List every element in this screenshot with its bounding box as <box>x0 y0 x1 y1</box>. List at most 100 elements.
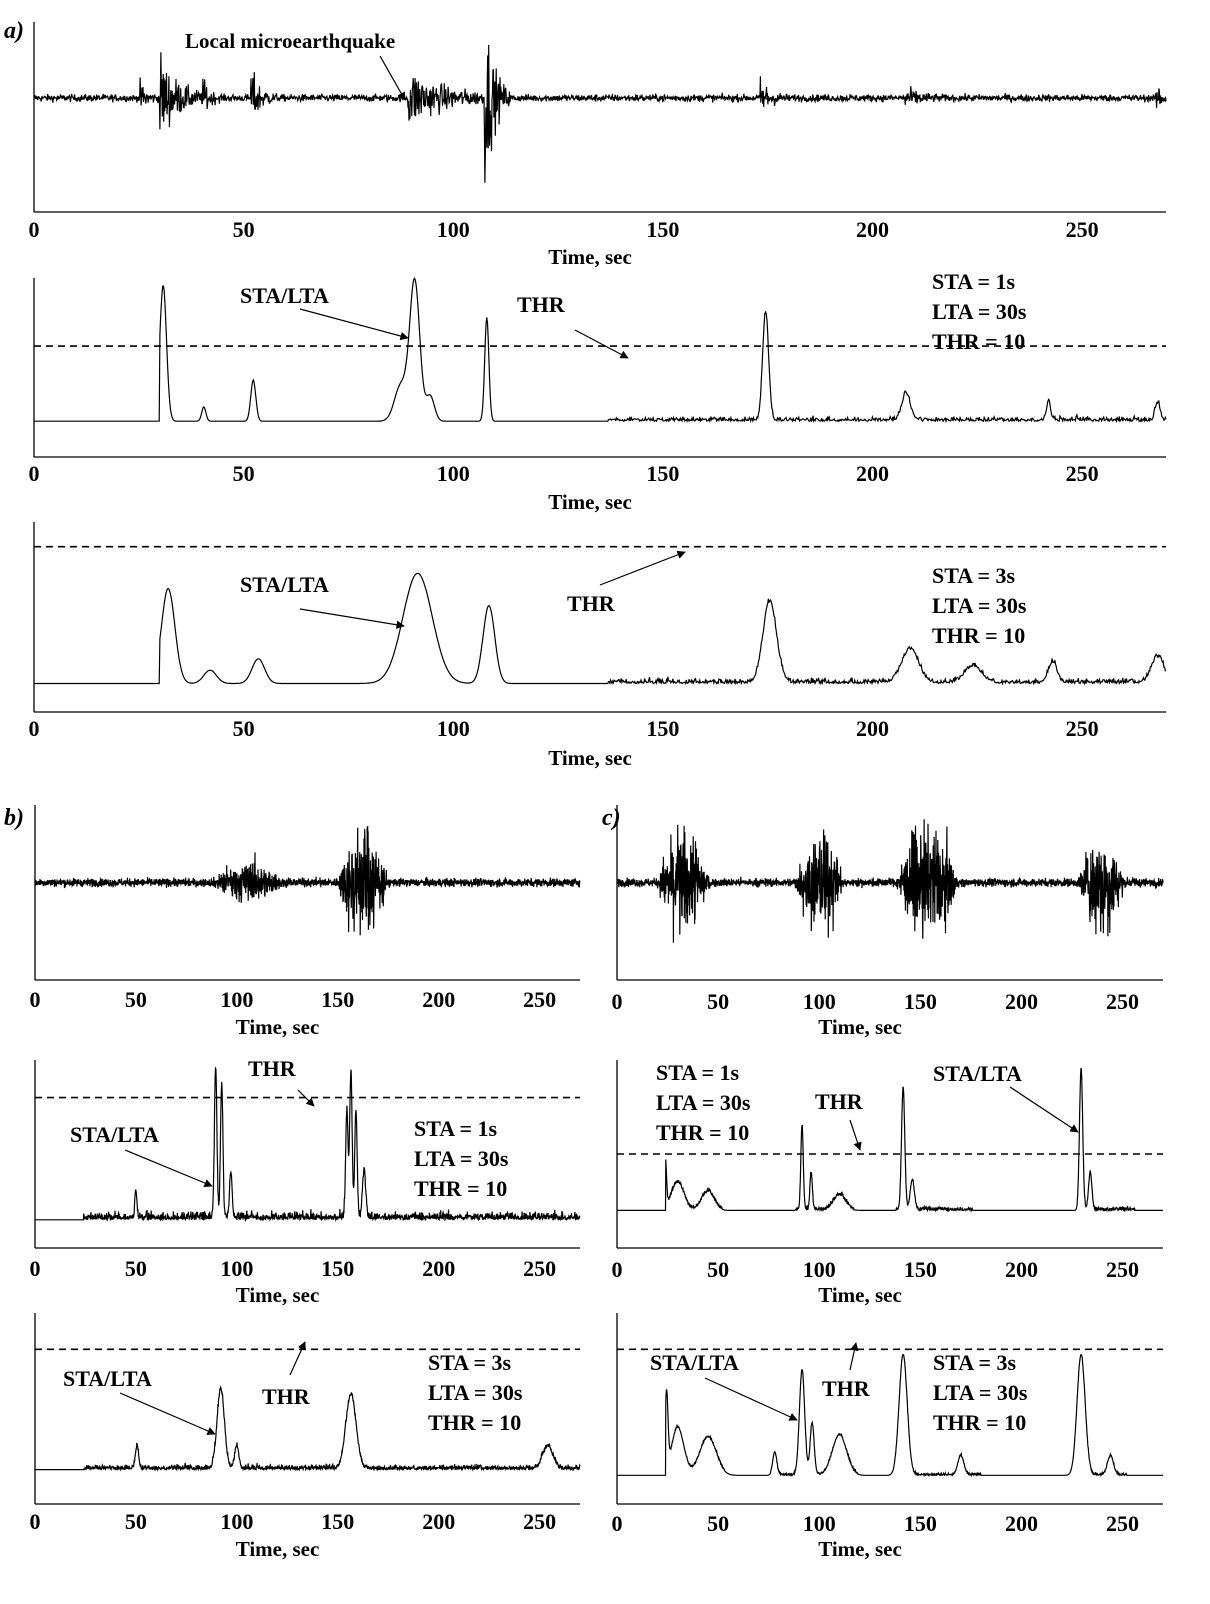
a_stalta_3s-thr-arrow <box>599 550 686 586</box>
c_signal-x-tick-label: 250 <box>1106 989 1139 1014</box>
a_signal-annotation: Local microearthquake <box>185 29 395 53</box>
b_signal-x-tick-label: 150 <box>321 987 354 1012</box>
b_signal-x-tick-label: 50 <box>125 987 147 1012</box>
b_signal-x-tick-label: 100 <box>220 987 253 1012</box>
a_stalta_3s-x-tick-label: 100 <box>437 716 470 741</box>
a_stalta_3s-x-tick-label: 50 <box>233 716 255 741</box>
a_stalta_3s-x-tick-label: 250 <box>1066 716 1099 741</box>
c_stalta_3s-stalta-line <box>617 1353 1163 1478</box>
b_stalta_3s-x-tick-label: 100 <box>220 1509 253 1534</box>
c_signal-x-tick-label: 0 <box>612 989 623 1014</box>
b_stalta_3s-setting-1: LTA = 30s <box>428 1380 523 1405</box>
a_stalta_3s-curve-label: STA/LTA <box>240 572 329 597</box>
b_stalta_1s-plot: 0 50 100 150 200 250 Time, sec STA = 1s LTA = 30… <box>30 1056 581 1307</box>
c_stalta_3s-thr-label: THR <box>822 1376 871 1401</box>
a_stalta_1s-x-tick-label: 200 <box>856 461 889 486</box>
c_signal-series-line <box>616 819 1164 943</box>
a_stalta_3s-thr-label: THR <box>567 591 616 616</box>
b_stalta_3s-x-axis-label: Time, sec <box>236 1537 320 1561</box>
a_stalta_1s-stalta-line <box>34 277 1167 424</box>
b_stalta_1s-x-tick-label: 0 <box>30 1256 41 1281</box>
c_stalta_1s-x-tick-label: 100 <box>803 1257 836 1282</box>
b_stalta_3s-x-tick-label: 150 <box>321 1509 354 1534</box>
a_stalta_3s-plot: 0 50 100 150 200 250 Time, sec STA = 3s LTA = 30… <box>29 522 1167 770</box>
a_stalta_1s-x-tick-label: 250 <box>1066 461 1099 486</box>
a_stalta_3s-x-tick-label: 200 <box>856 716 889 741</box>
c_stalta_3s-x-axis-label: Time, sec <box>818 1537 902 1561</box>
a_signal-x-tick-label: 50 <box>233 217 255 242</box>
b_signal-x-tick-label: 200 <box>422 987 455 1012</box>
c_stalta_3s-thr-arrow <box>849 1342 859 1371</box>
b_stalta_3s-x-tick-label: 250 <box>523 1509 556 1534</box>
b_stalta_3s-x-tick-label: 200 <box>422 1509 455 1534</box>
c_stalta_3s-x-tick-label: 50 <box>707 1511 729 1536</box>
a_stalta_1s-x-tick-label: 50 <box>233 461 255 486</box>
b_stalta_3s-setting-0: STA = 3s <box>428 1350 511 1375</box>
a_stalta_1s-x-tick-label: 150 <box>646 461 679 486</box>
b_stalta_1s-x-tick-label: 250 <box>523 1256 556 1281</box>
b_stalta_3s-curve-label: STA/LTA <box>63 1366 152 1391</box>
panel-label-a: a) <box>4 18 24 44</box>
c_stalta_1s-curve-arrow <box>1009 1086 1079 1133</box>
a_stalta_1s-x-tick-label: 100 <box>437 461 470 486</box>
a_stalta_3s-setting-2: THR = 10 <box>932 623 1025 648</box>
c_stalta_3s-curve-arrow <box>704 1377 798 1421</box>
a_stalta_3s-x-axis-label: Time, sec <box>548 746 632 770</box>
c_signal-x-axis-label: Time, sec <box>818 1015 902 1039</box>
b_stalta_1s-x-axis-label: Time, sec <box>236 1283 320 1307</box>
c_stalta_1s-x-tick-label: 0 <box>612 1257 623 1282</box>
b_signal-x-axis-label: Time, sec <box>236 1015 320 1039</box>
a_stalta_3s-stalta-line <box>34 572 1167 686</box>
a_stalta_1s-x-tick-label: 0 <box>29 461 40 486</box>
b_stalta_1s-setting-0: STA = 1s <box>414 1116 497 1141</box>
b_stalta_1s-x-tick-label: 150 <box>321 1256 354 1281</box>
b_stalta_1s-x-tick-label: 100 <box>220 1256 253 1281</box>
c_stalta_3s-x-tick-label: 0 <box>612 1511 623 1536</box>
b_stalta_3s-thr-label: THR <box>262 1384 311 1409</box>
c_stalta_1s-x-tick-label: 50 <box>707 1257 729 1282</box>
b_stalta_1s-curve-label: STA/LTA <box>70 1122 159 1147</box>
b_stalta_3s-setting-2: THR = 10 <box>428 1410 521 1435</box>
c_stalta_3s-x-tick-label: 250 <box>1106 1511 1139 1536</box>
c_stalta_3s-setting-2: THR = 10 <box>933 1410 1026 1435</box>
a_signal-x-tick-label: 0 <box>29 217 40 242</box>
c_stalta_3s-curve-label: STA/LTA <box>650 1350 739 1375</box>
b_stalta_3s-thr-arrow <box>289 1341 306 1376</box>
b_signal-x-tick-label: 250 <box>523 987 556 1012</box>
c_signal-x-tick-label: 50 <box>707 989 729 1014</box>
c_stalta_1s-setting-1: LTA = 30s <box>656 1090 751 1115</box>
a_signal-plot: 0 50 100 150 200 250 Time, sec Local microearth… <box>29 22 1167 269</box>
b_stalta_3s-x-tick-label: 0 <box>30 1509 41 1534</box>
c_stalta_1s-x-tick-label: 250 <box>1106 1257 1139 1282</box>
b_stalta_3s-stalta-line <box>35 1385 581 1472</box>
c_stalta_1s-thr-arrow <box>849 1119 862 1151</box>
a_stalta_1s-thr-arrow <box>574 329 629 359</box>
b_stalta_1s-stalta-line <box>35 1066 581 1223</box>
a_stalta_1s-plot: 0 50 100 150 200 250 Time, sec STA = 1s LTA = 30… <box>29 269 1167 514</box>
b_signal-x-tick-label: 0 <box>30 987 41 1012</box>
a_stalta_1s-curve-label: STA/LTA <box>240 283 329 308</box>
a_stalta_1s-curve-arrow <box>299 308 409 341</box>
a_signal-series-line <box>33 44 1167 183</box>
c_signal-plot: 0 50 100 150 200 250 Time, sec <box>612 805 1164 1039</box>
a_stalta_1s-setting-0: STA = 1s <box>932 269 1015 294</box>
c_stalta_3s-setting-1: LTA = 30s <box>933 1380 1028 1405</box>
c_stalta_3s-x-tick-label: 200 <box>1005 1511 1038 1536</box>
a_stalta_3s-curve-arrow <box>299 608 405 629</box>
plots-layer: 0 50 100 150 200 250 Time, sec Local microearth… <box>29 22 1167 1561</box>
c_stalta_1s-x-axis-label: Time, sec <box>818 1283 902 1307</box>
b_stalta_1s-curve-arrow <box>124 1149 213 1187</box>
b_stalta_1s-x-tick-label: 50 <box>125 1256 147 1281</box>
c_signal-x-tick-label: 200 <box>1005 989 1038 1014</box>
a_signal-annotation-arrow <box>379 55 406 101</box>
a_stalta_1s-x-axis-label: Time, sec <box>548 490 632 514</box>
b_stalta_1s-thr-arrow <box>297 1089 315 1107</box>
a_signal-x-tick-label: 200 <box>856 217 889 242</box>
b_stalta_1s-setting-1: LTA = 30s <box>414 1146 509 1171</box>
a_stalta_1s-thr-label: THR <box>517 292 566 317</box>
c_signal-x-tick-label: 100 <box>803 989 836 1014</box>
panel-label-b: b) <box>4 805 24 831</box>
b_stalta_1s-thr-label: THR <box>248 1056 297 1081</box>
a_stalta_3s-x-tick-label: 150 <box>646 716 679 741</box>
c_stalta_1s-x-tick-label: 200 <box>1005 1257 1038 1282</box>
